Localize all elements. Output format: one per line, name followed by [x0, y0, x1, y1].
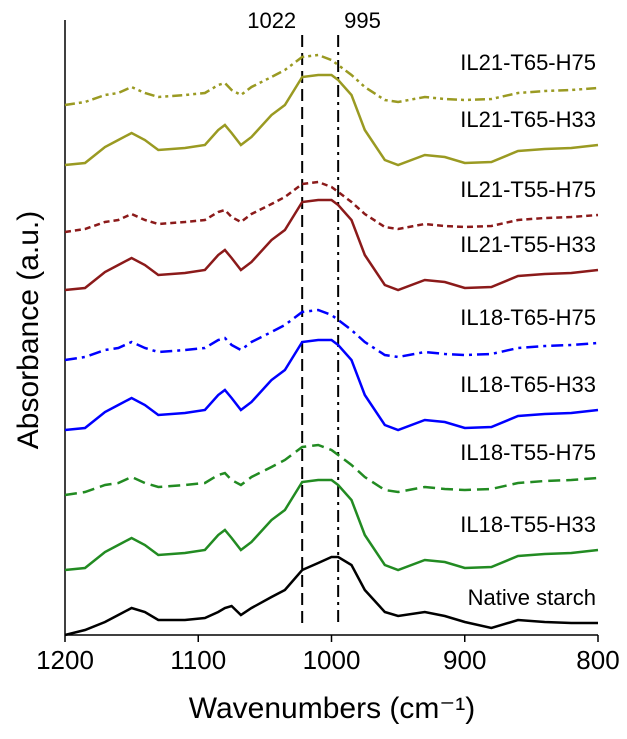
series-label: IL21-T65-H33: [460, 107, 596, 132]
x-tick-label: 1000: [303, 645, 361, 675]
series-label: IL18-T65-H33: [460, 372, 596, 397]
series-line: [64, 338, 599, 432]
series-label: IL21-T55-H33: [460, 232, 596, 257]
series-line: [64, 198, 599, 292]
series-label: IL21-T65-H75: [460, 50, 596, 75]
x-tick-label: 900: [443, 645, 486, 675]
series-label: Native starch: [468, 585, 596, 610]
reference-label: 995: [344, 8, 381, 33]
series-label: IL18-T55-H75: [460, 440, 596, 465]
series-label: IL18-T55-H33: [460, 512, 596, 537]
series-label: IL21-T55-H75: [460, 177, 596, 202]
reference-label: 1022: [247, 8, 296, 33]
series-line: [64, 308, 599, 362]
x-tick-label: 1200: [36, 645, 94, 675]
series-line: [64, 180, 599, 234]
x-tick-label: 1100: [170, 645, 226, 675]
series-line: [64, 443, 599, 497]
series-label: IL18-T65-H75: [460, 305, 596, 330]
x-axis-label: Wavenumbers (cm⁻¹): [189, 692, 475, 725]
series-line: [64, 73, 599, 167]
series-line: [64, 478, 599, 572]
y-axis-label: Absorbance (a.u.): [12, 211, 45, 449]
x-tick-label: 800: [576, 645, 619, 675]
series-line: [64, 555, 598, 637]
series-line: [64, 53, 599, 107]
